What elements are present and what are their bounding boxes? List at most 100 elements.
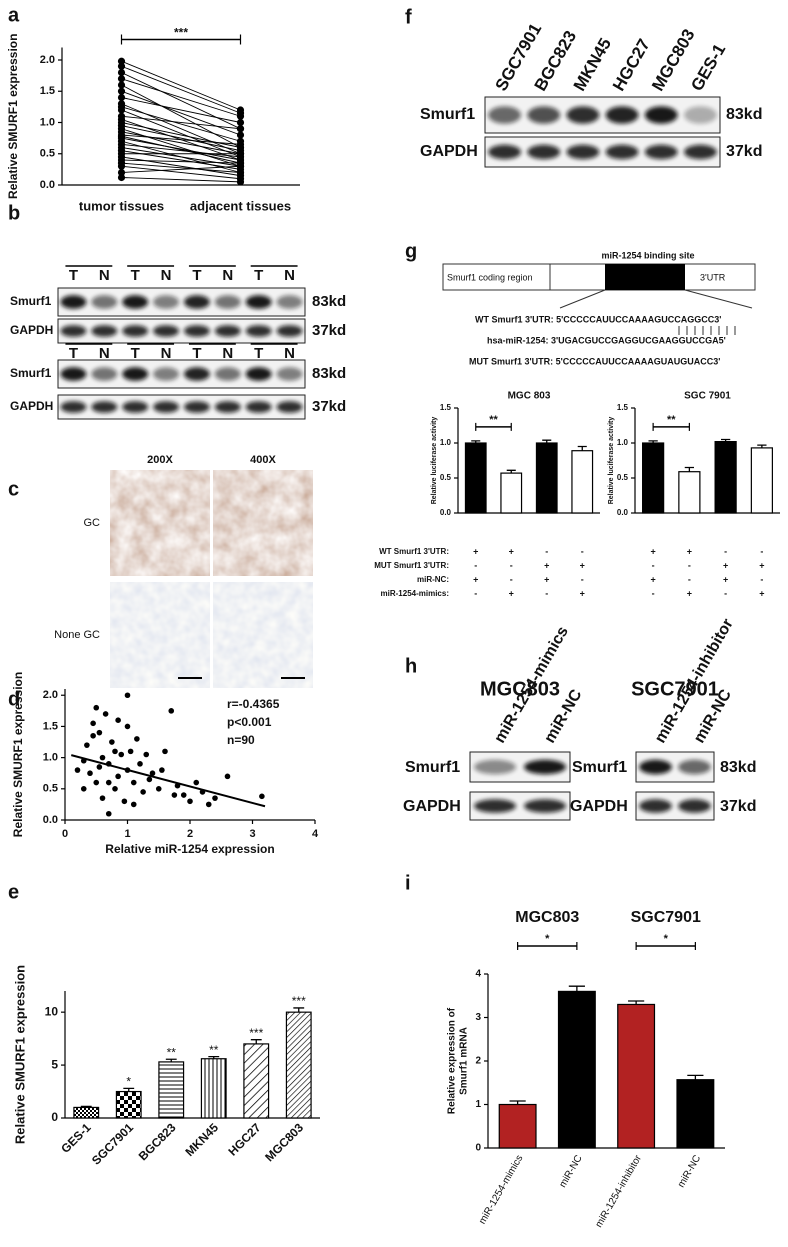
condition-sign: -	[581, 546, 584, 556]
pairing-lines	[678, 326, 736, 335]
point	[115, 717, 121, 723]
x-tick-label: miR-1254-inhibitor	[594, 1153, 645, 1230]
point	[236, 150, 245, 158]
condition-sign: +	[723, 574, 728, 584]
x-tick-label: adjacent tissues	[190, 198, 291, 213]
y-axis-label: Relative SMURF1 expression	[6, 34, 20, 199]
significance-label: **	[489, 414, 498, 426]
significance-label: **	[167, 1045, 177, 1059]
band	[276, 401, 303, 413]
y-axis-label: Relative SMURF1 expression	[12, 965, 27, 1144]
lane-label: T	[69, 267, 78, 284]
point	[155, 786, 162, 792]
region-label: 3'UTR	[700, 272, 726, 282]
lane-label: T	[69, 345, 78, 362]
y-axis-label: Smurf1 mRNA	[459, 1027, 470, 1095]
region-label: Smurf1 coding region	[447, 272, 533, 282]
point	[121, 798, 128, 805]
fit-line	[70, 754, 266, 808]
band	[639, 759, 672, 775]
condition-label: miR-1254-mimics:	[381, 589, 449, 598]
pair-line	[121, 165, 241, 173]
band	[683, 106, 717, 124]
pair-line	[121, 84, 241, 148]
size-label: 37kd	[720, 798, 756, 815]
condition-sign: +	[687, 588, 692, 598]
y-tick-label: 0.0	[40, 179, 55, 191]
point	[96, 764, 103, 770]
point	[105, 779, 112, 786]
pair-line	[121, 147, 241, 167]
point	[236, 112, 245, 120]
pair-line	[121, 159, 241, 164]
condition-sign: -	[688, 574, 691, 584]
chart-title: MGC 803	[508, 391, 551, 402]
point	[168, 708, 175, 714]
point	[236, 178, 245, 186]
size-label: 37kd	[312, 398, 346, 415]
y-axis-label: Relative luciferase activity	[608, 417, 615, 505]
lane-label: HGC27	[609, 36, 654, 95]
y-tick-label: 0.0	[43, 814, 58, 826]
point	[180, 792, 187, 798]
pair-line	[121, 177, 241, 183]
band	[245, 325, 272, 337]
bar	[714, 441, 737, 514]
band	[276, 295, 303, 309]
pair-line	[121, 65, 241, 114]
condition-sign: -	[510, 574, 513, 584]
point	[124, 692, 131, 699]
error-bar	[165, 1058, 177, 1062]
x-tick-label: 0	[62, 828, 68, 840]
lane-label: N	[284, 345, 295, 362]
bar	[243, 1043, 270, 1119]
row-label: None GC	[54, 629, 100, 641]
point	[117, 57, 126, 65]
band	[153, 367, 180, 381]
annotation: r=-0.4365	[227, 697, 280, 711]
panel-label: b	[8, 202, 20, 224]
band	[644, 106, 678, 124]
point	[130, 779, 137, 786]
band	[91, 295, 118, 309]
row-label: Smurf1	[405, 759, 460, 776]
y-axis-label: Relative luciferase activity	[431, 417, 438, 505]
y-tick-label: 1.5	[43, 720, 58, 732]
panel-label: i	[405, 872, 411, 894]
significance-label: ***	[292, 994, 306, 1008]
panel-label: g	[405, 240, 417, 262]
y-tick-label: 0	[51, 1110, 58, 1124]
size-label: 37kd	[726, 143, 762, 160]
blot-frame	[484, 136, 721, 168]
row-label: GC	[84, 517, 101, 529]
point	[236, 131, 245, 139]
condition-sign: -	[652, 560, 655, 570]
y-tick-label: 2.0	[40, 54, 55, 66]
point	[140, 789, 146, 795]
significance-label: *	[545, 933, 550, 945]
bar	[498, 1103, 537, 1149]
lane-label: GES-1	[687, 41, 729, 95]
point	[259, 793, 265, 800]
significance-label: ***	[174, 26, 188, 40]
panel-label: f	[405, 6, 412, 28]
lane-label: N	[161, 267, 172, 284]
pair-line	[121, 60, 241, 111]
band	[678, 799, 711, 813]
y-tick-label: 0.5	[43, 783, 58, 795]
bar	[158, 1061, 185, 1119]
lane-label: T	[192, 345, 201, 362]
lane-label: N	[99, 345, 110, 362]
row-label: GAPDH	[570, 798, 628, 815]
condition-sign: +	[650, 574, 655, 584]
binding-site-label: miR-1254 binding site	[601, 250, 694, 260]
x-tick-label: miR-NC	[557, 1153, 584, 1189]
pair-line	[121, 128, 241, 167]
band	[683, 144, 717, 160]
condition-sign: +	[580, 560, 585, 570]
row-label: GAPDH	[10, 323, 53, 337]
band	[524, 759, 566, 775]
point	[115, 773, 121, 780]
y-tick-label: 1.0	[617, 438, 629, 447]
group-title: MGC803	[515, 909, 579, 926]
